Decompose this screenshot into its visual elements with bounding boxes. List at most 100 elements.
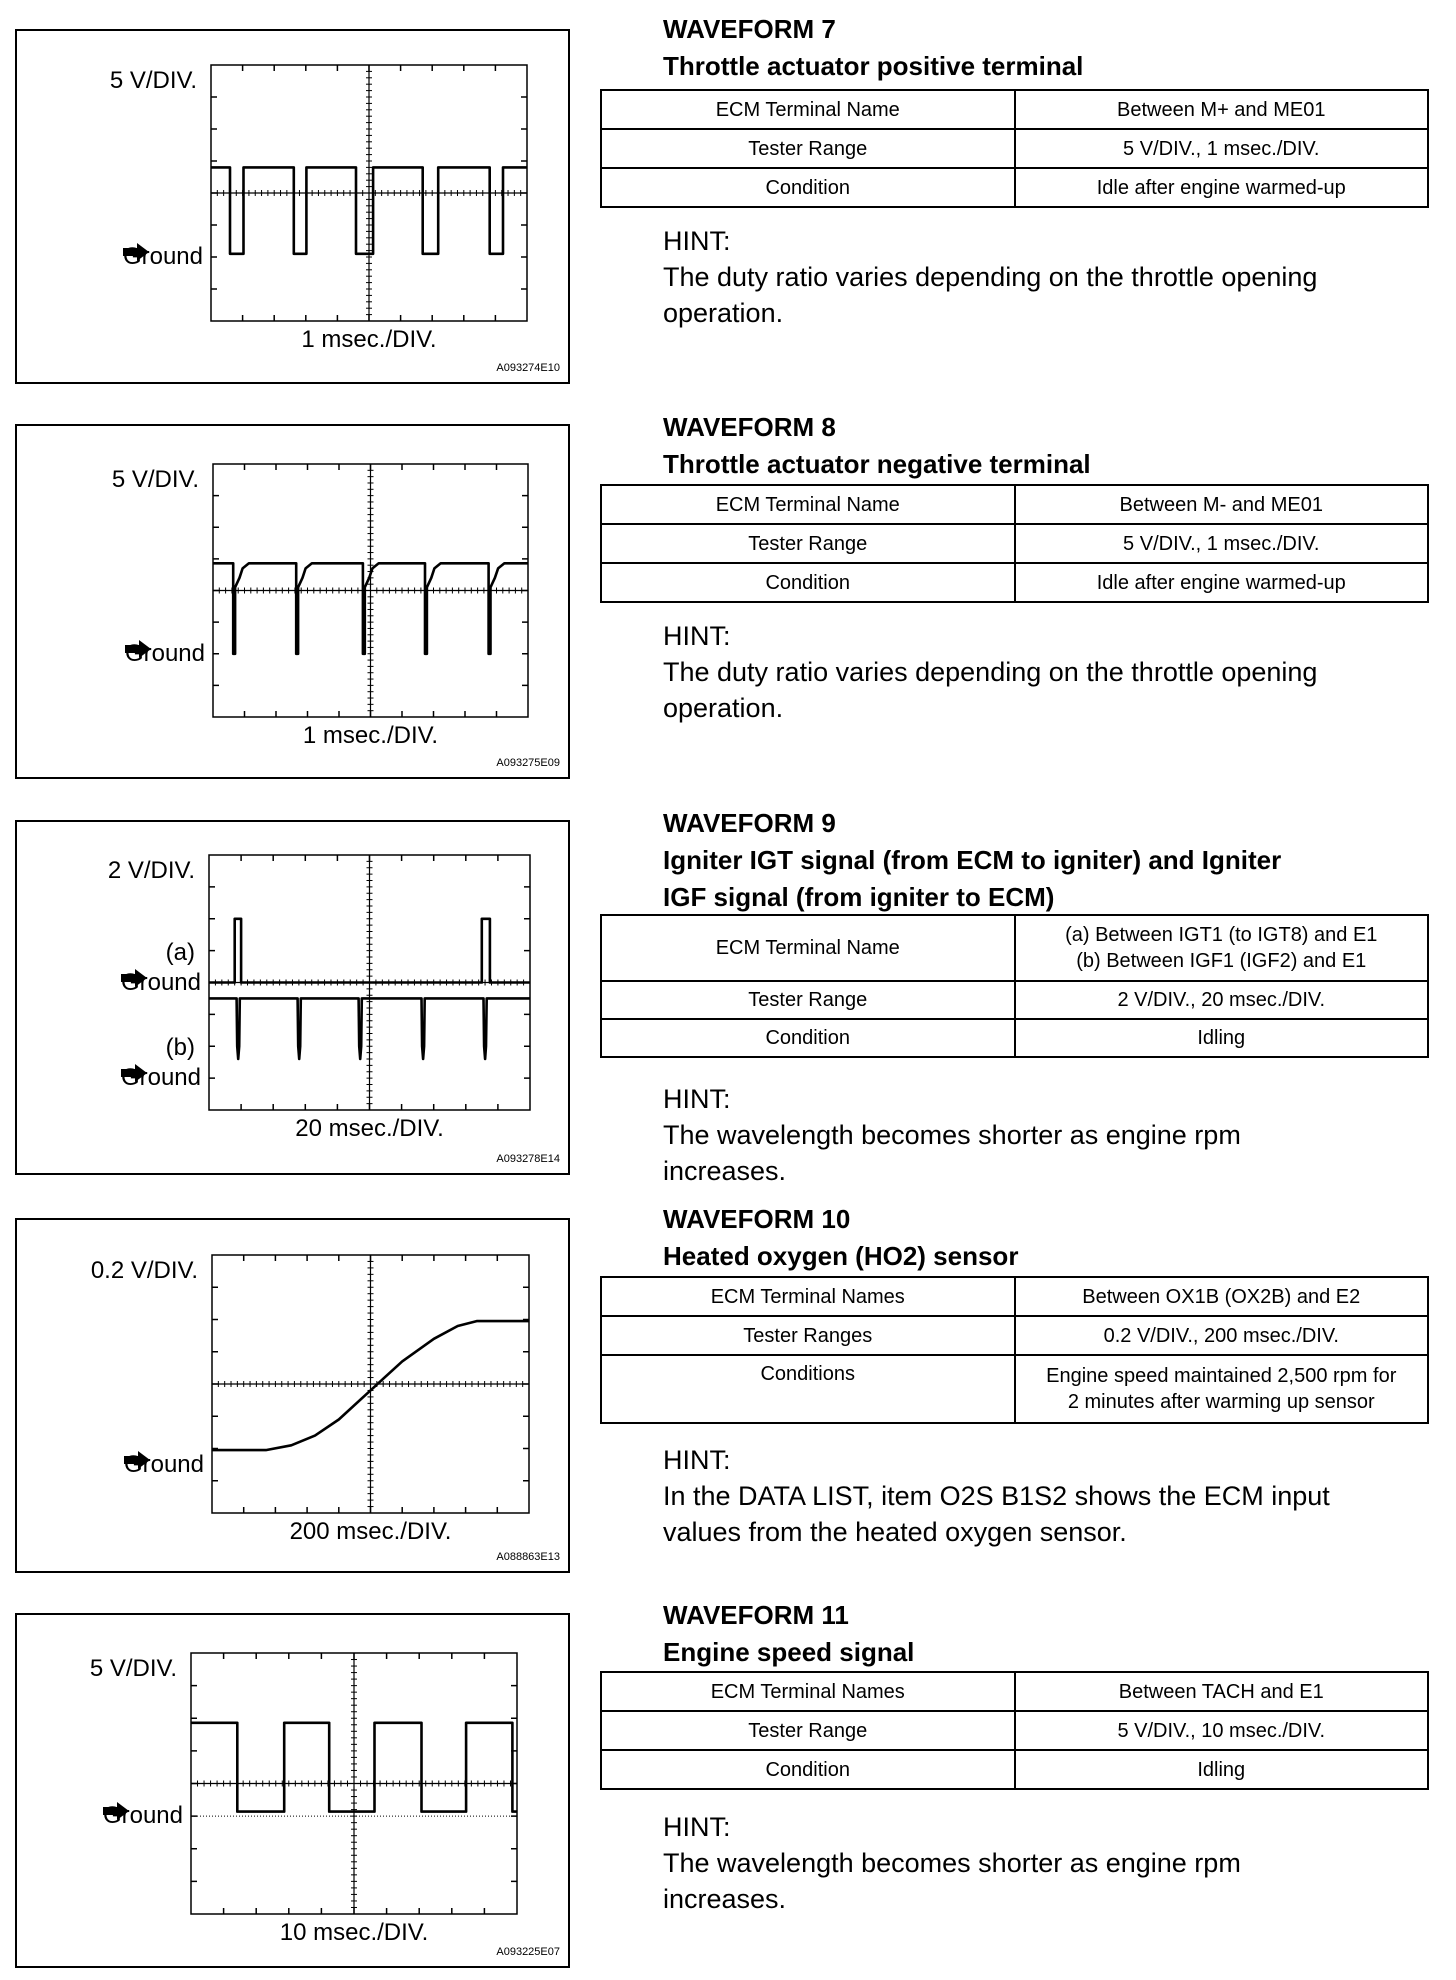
table-value: Idling [1013,1018,1429,1058]
waveform-8-hint: HINT: The duty ratio varies depending on… [663,618,1317,726]
time-per-div-label: 1 msec./DIV. [301,326,437,353]
table-row: Tester Range 5 V/DIV., 1 msec./DIV. [600,523,1429,564]
table-label: Condition [600,1018,1016,1058]
channel-b-label: (b) [165,1034,195,1062]
time-per-div-label: 1 msec./DIV. [302,722,439,749]
table-label: Condition [600,167,1016,208]
table-value: Engine speed maintained 2,500 rpm for 2 m… [1013,1354,1429,1424]
figure-code: A093278E14 [496,1153,560,1165]
hint-text: increases. [663,1156,787,1186]
waveform-title: Heated oxygen (HO2) sensor [663,1241,1019,1271]
waveform-7-heading: WAVEFORM 7 Throttle actuator positive te… [663,11,1083,85]
table-row: Conditions Engine speed maintained 2,500 … [600,1354,1429,1424]
table-value: Between OX1B (OX2B) and E2 [1013,1276,1429,1317]
hint-label: HINT: [663,226,731,256]
ground-text: Ground [123,1450,204,1478]
time-per-div-label: 20 msec./DIV. [295,1115,444,1142]
hint-text: operation. [663,298,784,328]
hint-text: In the DATA LIST, item O2S B1S2 shows th… [663,1481,1330,1511]
waveform-7-figure: 5 V/DIV. Ground 1 msec./DIV. A093274E10 [15,29,570,384]
hint-text: The wavelength becomes shorter as engine… [663,1120,1241,1150]
waveform-title: Throttle actuator negative terminal [663,449,1091,479]
table-value-line: (b) Between IGF1 (IGF2) and E1 [1076,950,1367,972]
ground-label-b: Ground [120,1064,205,1092]
channel-a-label: (a) [165,938,195,966]
volts-per-div-label: 0.2 V/DIV. [90,1257,198,1284]
waveform-8-heading: WAVEFORM 8 Throttle actuator negative te… [663,409,1091,483]
table-value-line: (a) Between IGT1 (to IGT8) and E1 [1065,924,1378,946]
table-value: Between M- and ME01 [1013,484,1429,525]
table-label: ECM Terminal Name [600,484,1016,525]
ground-label: Ground [122,243,207,271]
time-per-div-label: 10 msec./DIV. [279,1919,429,1946]
waveform-trace [213,562,528,656]
hint-text: increases. [663,1884,787,1914]
oscilloscope-screen [212,463,529,718]
table-value: (a) Between IGT1 (to IGT8) and E1 (b) Bet… [1013,914,1429,982]
table-row: Tester Range 5 V/DIV., 1 msec./DIV. [600,128,1429,169]
ground-label: Ground [124,639,209,668]
waveform-7-hint: HINT: The duty ratio varies depending on… [663,223,1317,331]
table-row: Tester Range 2 V/DIV., 20 msec./DIV. [600,980,1429,1020]
volts-per-div-label: 5 V/DIV. [89,1655,177,1682]
ground-text: Ground [102,1802,183,1830]
hint-text: The wavelength becomes shorter as engine… [663,1848,1241,1878]
ground-label-a: Ground [120,968,205,997]
waveform-7-table: ECM Terminal Name Between M+ and ME01 Tes… [600,89,1429,208]
table-value: Idling [1013,1749,1429,1790]
table-value: 5 V/DIV., 1 msec./DIV. [1013,128,1429,169]
table-value: 5 V/DIV., 10 msec./DIV. [1013,1710,1429,1751]
hint-text: The duty ratio varies depending on the t… [663,262,1318,292]
table-label: Tester Range [600,523,1016,564]
waveform-10-hint: HINT: In the DATA LIST, item O2S B1S2 sh… [663,1442,1330,1550]
waveform-title: Engine speed signal [663,1637,915,1667]
waveform-9-hint: HINT: The wavelength becomes shorter as … [663,1081,1241,1189]
volts-per-div-label: 5 V/DIV. [109,67,197,94]
waveform-10-heading: WAVEFORM 10 Heated oxygen (HO2) sensor [663,1201,1018,1275]
waveform-trace [211,166,527,256]
ground-text: Ground [122,243,203,270]
waveform-trace [212,1319,529,1452]
waveform-11-table: ECM Terminal Names Between TACH and E1 Te… [600,1671,1429,1790]
table-value: 0.2 V/DIV., 200 msec./DIV. [1013,1315,1429,1356]
table-label: Tester Ranges [600,1315,1016,1356]
table-label: Tester Range [600,1710,1016,1751]
table-value: Idle after engine warmed-up [1013,562,1429,603]
table-value: 2 V/DIV., 20 msec./DIV. [1013,980,1429,1020]
table-row: ECM Terminal Name (a) Between IGT1 (to IG… [600,914,1429,982]
table-label: ECM Terminal Name [600,89,1016,130]
hint-label: HINT: [663,1445,731,1475]
table-label: Tester Range [600,128,1016,169]
table-label: Condition [600,1749,1016,1790]
ground-text: Ground [120,1064,201,1092]
table-row: Tester Range 5 V/DIV., 10 msec./DIV. [600,1710,1429,1751]
waveform-trace [209,997,530,1061]
table-value: 5 V/DIV., 1 msec./DIV. [1013,523,1429,564]
table-label: ECM Terminal Names [600,1276,1016,1317]
table-value: Between M+ and ME01 [1013,89,1429,130]
ground-text: Ground [124,639,205,667]
waveform-number: WAVEFORM 7 [663,14,836,44]
oscilloscope-screen [210,64,528,322]
oscilloscope-screen [190,1652,518,1915]
ground-label: Ground [102,1802,187,1830]
table-value: Between TACH and E1 [1013,1671,1429,1712]
table-value-line: 2 minutes after warming up sensor [1067,1391,1375,1413]
table-label: Conditions [600,1354,1016,1424]
hint-text: The duty ratio varies depending on the t… [663,657,1318,687]
waveform-number: WAVEFORM 8 [663,412,836,442]
volts-per-div-label: 2 V/DIV. [107,857,195,884]
table-label: Condition [600,562,1016,603]
waveform-trace [191,1721,517,1813]
hint-text: operation. [663,693,784,723]
waveform-9-heading: WAVEFORM 9 Igniter IGT signal (from ECM … [663,805,1281,916]
waveform-11-hint: HINT: The wavelength becomes shorter as … [663,1809,1241,1917]
waveform-10-table: ECM Terminal Names Between OX1B (OX2B) an… [600,1276,1429,1424]
hint-label: HINT: [663,1084,731,1114]
table-row: Condition Idle after engine warmed-up [600,562,1429,603]
waveform-11-heading: WAVEFORM 11 Engine speed signal [663,1597,914,1671]
waveform-number: WAVEFORM 9 [663,808,836,838]
oscilloscope-screen [211,1254,530,1514]
hint-label: HINT: [663,621,731,651]
table-row: Tester Ranges 0.2 V/DIV., 200 msec./DIV. [600,1315,1429,1356]
